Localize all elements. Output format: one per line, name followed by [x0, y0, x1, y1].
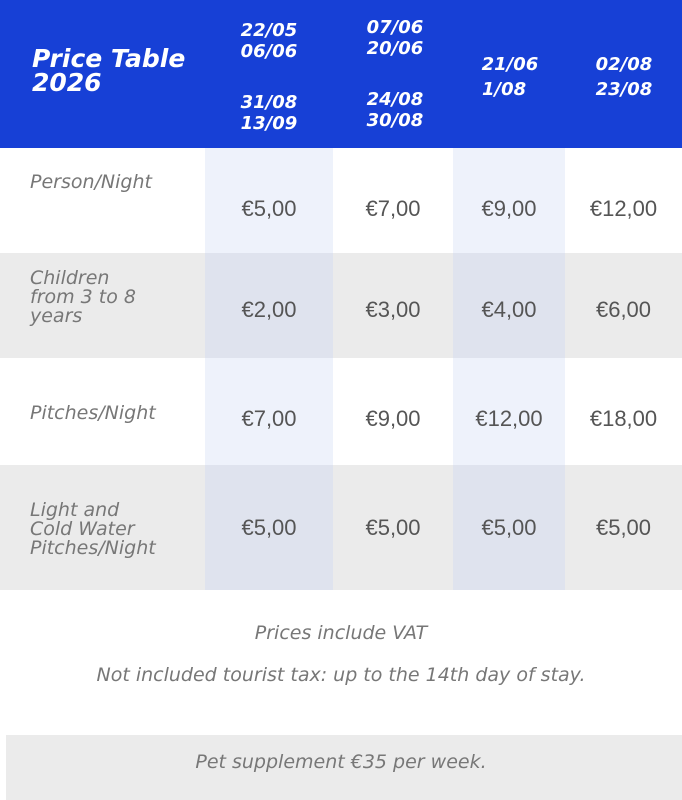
- price-cell: €5,00: [241, 196, 297, 221]
- column-tint: [453, 358, 565, 465]
- date: 30/08: [366, 110, 424, 131]
- label-line: years: [30, 305, 83, 327]
- date: 06/06: [240, 41, 298, 62]
- date: 02/08: [595, 54, 653, 75]
- price-cell: €18,00: [589, 406, 658, 431]
- vat-note: Prices include VAT: [254, 622, 428, 644]
- column-tint: [205, 358, 333, 465]
- date: 21/06: [481, 54, 539, 75]
- title-line: Price Table: [32, 44, 186, 73]
- column-tint: [205, 253, 333, 358]
- label-line: Cold Water: [30, 518, 135, 540]
- table-row: Pitches/Night €7,00 €9,00 €12,00 €18,00: [0, 358, 682, 465]
- date: 20/06: [366, 38, 424, 59]
- price-cell: €7,00: [241, 406, 297, 431]
- column-tint: [205, 465, 333, 590]
- row-label: Person/Night: [30, 173, 152, 192]
- price-cell: €5,00: [595, 515, 652, 540]
- title-year: 2026: [32, 68, 102, 97]
- date: 31/08: [240, 92, 298, 113]
- date: 13/09: [240, 113, 298, 134]
- label-line: Pitches/Night: [30, 402, 156, 424]
- column-tint: [453, 253, 565, 358]
- price-cell: €5,00: [365, 515, 421, 540]
- label-line: Person/Night: [30, 171, 152, 193]
- tourist-tax-note: Not included tourist tax: up to the 14th…: [96, 664, 586, 686]
- date: 24/08: [366, 89, 424, 110]
- row-label: Pitches/Night: [30, 404, 156, 423]
- price-cell: €4,00: [481, 297, 537, 322]
- label-line: Pitches/Night: [30, 537, 156, 559]
- table-header: Price Table 2026 22/05 06/06 31/08 13/09…: [0, 0, 682, 148]
- price-cell: €2,00: [241, 297, 297, 322]
- column-tint: [205, 148, 333, 253]
- date: 22/05: [240, 20, 298, 41]
- date: 23/08: [595, 79, 653, 100]
- price-cell: €9,00: [481, 196, 537, 221]
- price-cell: €6,00: [595, 297, 652, 322]
- date: 07/06: [366, 17, 424, 38]
- label-line: from 3 to 8: [30, 286, 137, 308]
- table-title: Price Table 2026: [32, 44, 186, 97]
- pet-supplement-note: Pet supplement €35 per week.: [195, 751, 487, 773]
- label-line: Children: [30, 267, 110, 289]
- column-tint: [453, 148, 565, 253]
- row-label: Children from 3 to 8 years: [30, 269, 136, 326]
- price-cell: €9,00: [365, 406, 421, 431]
- price-cell: €3,00: [365, 297, 421, 322]
- table-row: Person/Night €5,00 €7,00 €9,00 €12,00: [0, 148, 682, 253]
- pet-supplement-band: Pet supplement €35 per week.: [6, 735, 682, 800]
- price-cell: €7,00: [365, 196, 421, 221]
- row-label: Light and Cold Water Pitches/Night: [30, 501, 156, 558]
- date: 1/08: [482, 79, 527, 100]
- table-row: Children from 3 to 8 years €2,00 €3,00 €…: [0, 253, 682, 358]
- label-line: Light and: [30, 499, 120, 521]
- price-cell: €5,00: [481, 515, 537, 540]
- period-header-3: 21/06 1/08: [450, 52, 570, 102]
- period-header-2: 07/06 20/06 24/08 30/08: [335, 17, 455, 131]
- period-header-1: 22/05 06/06 31/08 13/09: [209, 20, 329, 134]
- price-cell: €5,00: [241, 515, 297, 540]
- price-cell: €12,00: [475, 406, 543, 431]
- period-header-4: 02/08 23/08: [564, 52, 682, 102]
- table-row: Light and Cold Water Pitches/Night €5,00…: [0, 465, 682, 590]
- price-cell: €12,00: [589, 196, 658, 221]
- column-tint: [453, 465, 565, 590]
